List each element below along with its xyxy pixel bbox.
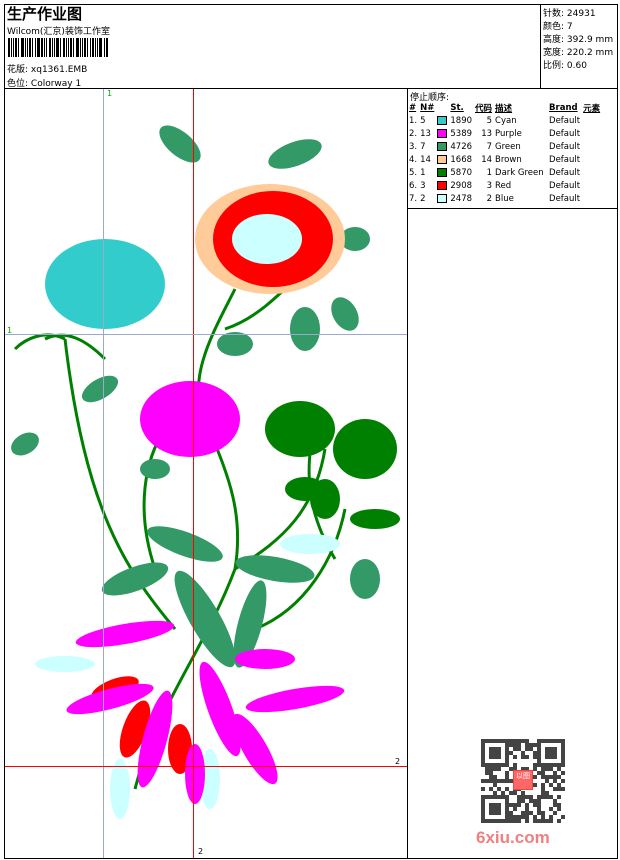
col-code: 代码 bbox=[475, 103, 493, 114]
page-frame bbox=[4, 4, 618, 859]
col-desc: 描述 bbox=[495, 103, 513, 114]
color-swatch bbox=[437, 141, 448, 151]
guide-label-v2: 2 bbox=[198, 847, 204, 856]
info-width: 宽度: 220.2 mm bbox=[543, 48, 614, 58]
watermark-logo: 6xiu.com bbox=[476, 828, 550, 847]
stop-sequence-table: # N# St. 代码 描述 Brand 元素 1. 5 1890 5 Cyan De… bbox=[409, 101, 603, 205]
guide-label-h1: 1 bbox=[7, 326, 13, 335]
colorway-value: Colorway 1 bbox=[30, 79, 82, 89]
col-stitches: St. bbox=[450, 102, 464, 113]
table-row: 1. 5 1890 5 Cyan Default bbox=[409, 115, 581, 126]
guide-horizontal-1 bbox=[5, 334, 407, 335]
table-row: 5. 1 5870 1 Dark Green Default bbox=[409, 167, 581, 178]
stamp-seal: 以图 bbox=[513, 770, 533, 790]
table-row: 7. 2 2478 2 Blue Default bbox=[409, 193, 581, 204]
info-divider bbox=[540, 4, 541, 89]
design-label: 花版: bbox=[7, 65, 29, 75]
company-name: Wilcom(汇京)装饰工作室 bbox=[7, 27, 110, 37]
embroidery-design bbox=[11, 125, 400, 819]
design-file: 花版: xq1361.EMB bbox=[7, 62, 87, 75]
info-stitches: 针数: 24931 bbox=[543, 9, 596, 19]
guide-label-v1: 1 bbox=[107, 89, 113, 98]
color-swatch bbox=[437, 115, 448, 125]
stem-main bbox=[133, 288, 240, 790]
guide-vertical-2 bbox=[193, 89, 194, 858]
guide-label-h2: 2 bbox=[395, 757, 401, 766]
table-row: 2. 13 5389 13 Purple Default bbox=[409, 128, 581, 139]
design-divider bbox=[407, 88, 408, 859]
colorway-label: 色位: bbox=[7, 79, 29, 89]
info-height: 高度: 392.9 mm bbox=[543, 35, 614, 45]
barcode bbox=[8, 38, 109, 57]
color-swatch bbox=[437, 154, 448, 164]
color-swatch bbox=[437, 193, 448, 203]
table-row: 6. 3 2908 3 Red Default bbox=[409, 180, 581, 191]
color-swatch bbox=[437, 167, 448, 177]
table-divider bbox=[407, 208, 618, 209]
table-row: 4. 14 1668 14 Brown Default bbox=[409, 154, 581, 165]
col-element: 元素 bbox=[583, 103, 601, 114]
col-index: # bbox=[409, 102, 417, 113]
col-needle: N# bbox=[420, 102, 435, 113]
color-swatch bbox=[437, 128, 448, 138]
color-swatch bbox=[437, 180, 448, 190]
info-colors: 颜色: 7 bbox=[543, 22, 573, 32]
page-title: 生产作业图 bbox=[7, 5, 83, 23]
colorway: 色位: Colorway 1 bbox=[7, 76, 81, 89]
stop-sequence-title: 停止顺序: bbox=[410, 93, 450, 103]
info-scale: 比例: 0.60 bbox=[543, 61, 587, 71]
header-divider bbox=[4, 88, 618, 89]
design-value: xq1361.EMB bbox=[30, 65, 88, 75]
table-row: 3. 7 4726 7 Green Default bbox=[409, 141, 581, 152]
guide-vertical-1 bbox=[103, 89, 104, 858]
col-brand: Brand bbox=[549, 102, 578, 113]
guide-horizontal-2 bbox=[5, 766, 407, 767]
